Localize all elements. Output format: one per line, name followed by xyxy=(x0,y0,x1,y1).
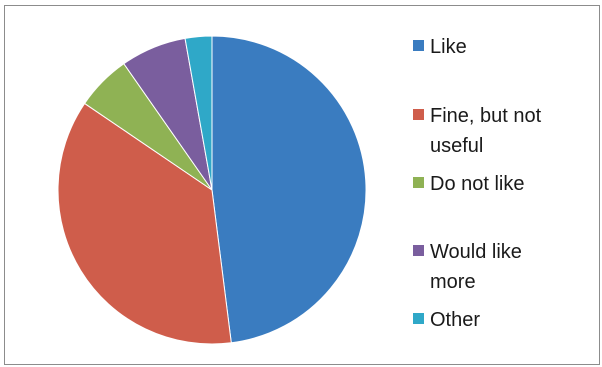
legend-swatch xyxy=(413,40,424,51)
legend-label: Would like more xyxy=(430,241,522,293)
legend-swatch xyxy=(413,245,424,256)
pie-slices xyxy=(57,35,367,345)
legend-swatch xyxy=(413,109,424,120)
pie-slice-like xyxy=(211,35,367,344)
legend-item-other: Other xyxy=(413,305,590,335)
pie-slice-other xyxy=(184,35,213,191)
pie-slice-fine-but-not-useful xyxy=(57,102,232,345)
legend-label: Do not like xyxy=(430,173,525,195)
legend-swatch xyxy=(413,177,424,188)
legend-label: Fine, but not useful xyxy=(430,105,542,157)
legend-item-do-not-like: Do not like xyxy=(413,169,590,199)
legend-item-would-like-more: Would like more xyxy=(413,237,560,297)
legend-item-like: Like xyxy=(413,32,590,62)
legend-label: Other xyxy=(430,309,481,331)
legend-swatch xyxy=(413,313,424,324)
legend-item-fine-but-not-useful: Fine, but not useful xyxy=(413,101,580,161)
legend-label: Like xyxy=(430,36,467,58)
